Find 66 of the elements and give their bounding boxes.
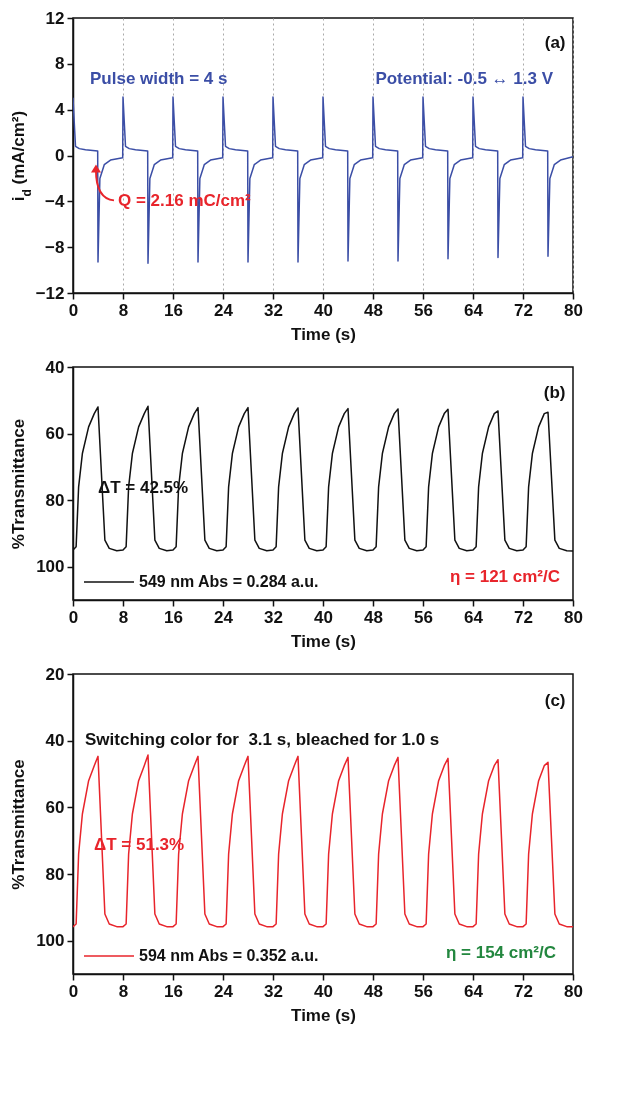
x-tick-label: 16 xyxy=(164,981,183,1001)
y-tick-label: 80 xyxy=(45,864,65,884)
y-tick-label: 40 xyxy=(45,357,65,377)
x-tick-label: 64 xyxy=(464,981,484,1001)
annotation: (a) xyxy=(544,32,566,52)
y-tick-label: 60 xyxy=(45,797,65,817)
x-tick-label: 40 xyxy=(314,300,333,320)
y-tick-label: 12 xyxy=(45,8,65,28)
x-tick-label: 8 xyxy=(118,981,129,1001)
annotation: η = 121 cm²/C xyxy=(449,566,560,586)
y-tick-label: 20 xyxy=(45,664,65,684)
y-tick-label: 40 xyxy=(45,731,65,751)
x-tick-label: 8 xyxy=(118,607,129,627)
x-axis-title: Time (s) xyxy=(291,1005,356,1025)
x-tick-label: 72 xyxy=(514,607,533,627)
x-tick-label: 40 xyxy=(314,607,333,627)
x-tick-label: 8 xyxy=(118,300,129,320)
y-tick-label: 4 xyxy=(55,100,66,120)
x-tick-label: 64 xyxy=(464,300,484,320)
annotation: Pulse width = 4 s xyxy=(90,68,228,88)
x-tick-label: 32 xyxy=(264,607,283,627)
x-tick-label: 48 xyxy=(364,981,383,1001)
line-series xyxy=(73,96,573,264)
annotation: (c) xyxy=(544,691,566,710)
x-axis-title: Time (s) xyxy=(291,631,356,651)
x-tick-label: 56 xyxy=(414,981,433,1001)
x-tick-label: 24 xyxy=(214,981,234,1001)
annotation: Switching color for 3.1 s, bleached for 1.0 s xyxy=(85,730,440,749)
x-tick-label: 56 xyxy=(414,607,433,627)
y-tick-label: 80 xyxy=(45,490,65,510)
x-tick-label: 64 xyxy=(464,607,484,627)
y-tick-label: 8 xyxy=(55,54,65,74)
x-tick-label: 24 xyxy=(214,300,234,320)
annotation: Potential: -0.5 ↔ 1.3 V xyxy=(375,68,554,88)
annotation: η = 154 cm²/C xyxy=(445,943,556,962)
y-tick-label: 100 xyxy=(36,557,65,577)
x-tick-label: 80 xyxy=(564,300,583,320)
y-tick-label: 60 xyxy=(45,424,65,444)
y-tick-label: −4 xyxy=(45,191,66,211)
x-tick-label: 72 xyxy=(514,981,533,1001)
x-tick-label: 40 xyxy=(314,981,333,1001)
x-tick-label: 80 xyxy=(564,981,583,1001)
x-tick-label: 16 xyxy=(164,607,183,627)
y-axis-title: %Transmittance xyxy=(9,759,29,890)
x-tick-label: 32 xyxy=(264,981,283,1001)
x-tick-label: 48 xyxy=(364,300,383,320)
x-tick-label: 32 xyxy=(264,300,283,320)
x-tick-label: 56 xyxy=(414,300,433,320)
y-tick-label: −12 xyxy=(35,283,65,303)
y-tick-label: 100 xyxy=(36,931,65,951)
y-axis-title: %Transmittance xyxy=(9,418,29,550)
line-series xyxy=(73,754,573,928)
legend-label: 594 nm Abs = 0.352 a.u. xyxy=(139,947,319,964)
x-tick-label: 48 xyxy=(364,607,383,627)
annotation: (b) xyxy=(543,382,566,402)
y-tick-label: 0 xyxy=(55,146,65,165)
x-tick-label: 24 xyxy=(214,607,234,627)
x-tick-label: 80 xyxy=(564,607,583,627)
x-tick-label: 0 xyxy=(68,981,79,1001)
x-tick-label: 0 xyxy=(68,607,79,627)
y-tick-label: −8 xyxy=(45,237,65,257)
x-tick-label: 0 xyxy=(68,300,79,320)
x-tick-label: 16 xyxy=(164,300,183,320)
legend-label: 549 nm Abs = 0.284 a.u. xyxy=(139,573,319,590)
x-tick-label: 72 xyxy=(514,300,533,320)
x-axis-title: Time (s) xyxy=(291,324,356,344)
